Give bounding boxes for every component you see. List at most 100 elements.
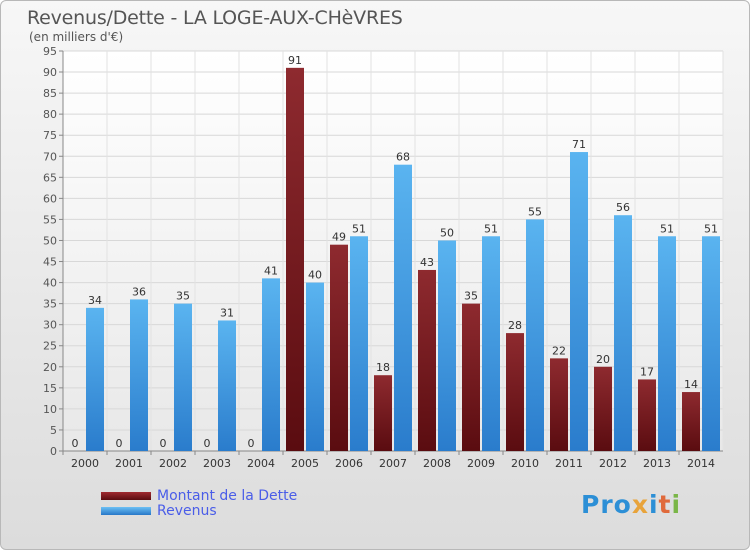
bar-debt-label: 22 [552,344,566,357]
bar-debt [506,333,524,451]
y-tick-label: 5 [50,424,57,437]
y-tick-label: 55 [43,213,57,226]
bar-debt-label: 0 [204,437,211,450]
bar-revenue [394,164,412,451]
x-tick-label: 2006 [335,457,363,470]
legend-item-revenue: Revenus [101,502,297,519]
bar-revenue-label: 35 [176,290,190,303]
bar-debt [682,392,700,451]
bar-revenue [702,236,720,451]
bar-debt-label: 20 [596,353,610,366]
y-tick-label: 35 [43,298,57,311]
bar-revenue [658,236,676,451]
bar-revenue-label: 68 [396,151,410,164]
y-tick-label: 75 [43,129,57,142]
y-tick-label: 20 [43,361,57,374]
bar-revenue-label: 36 [132,285,146,298]
legend-label-revenue: Revenus [157,502,217,519]
y-tick-label: 10 [43,403,57,416]
x-tick-label: 2000 [71,457,99,470]
plot-area [63,51,723,451]
bar-debt [286,67,304,451]
x-tick-label: 2013 [643,457,671,470]
bar-revenue [570,152,588,452]
x-tick-label: 2010 [511,457,539,470]
bar-debt-label: 35 [464,290,478,303]
bar-revenue-label: 55 [528,205,542,218]
bar-revenue [526,219,544,451]
bar-debt [330,244,348,451]
bar-revenue [130,299,148,451]
bar-revenue-label: 51 [660,222,674,235]
bar-revenue [350,236,368,451]
bar-debt [550,358,568,451]
y-tick-label: 50 [43,234,57,247]
bar-debt-label: 91 [288,54,302,67]
bar-debt-label: 17 [640,365,654,378]
bar-revenue-label: 51 [352,222,366,235]
chart-title: Revenus/Dette - LA LOGE-AUX-CHèVRES [27,7,403,29]
bar-debt-label: 18 [376,361,390,374]
bar-debt [418,269,436,451]
y-tick-label: 40 [43,277,57,290]
x-tick-label: 2011 [555,457,583,470]
bar-debt [374,375,392,451]
bar-revenue-label: 56 [616,201,630,214]
legend-swatch-revenue [101,506,151,515]
y-tick-label: 85 [43,87,57,100]
bar-revenue-label: 51 [704,222,718,235]
y-tick-label: 80 [43,108,57,121]
x-tick-label: 2002 [159,457,187,470]
chart-subtitle: (en milliers d'€) [29,30,124,44]
bar-revenue [614,215,632,451]
bar-debt-label: 28 [508,319,522,332]
y-tick-label: 15 [43,382,57,395]
bar-revenue-label: 31 [220,306,234,319]
y-tick-label: 60 [43,192,57,205]
y-tick-label: 45 [43,256,57,269]
y-tick-label: 70 [43,150,57,163]
x-tick-label: 2009 [467,457,495,470]
bar-revenue [174,303,192,451]
y-tick-label: 95 [43,45,57,58]
x-tick-label: 2004 [247,457,275,470]
legend: Montant de la Dette Revenus [101,487,298,519]
bar-revenue-label: 51 [484,222,498,235]
bar-revenue [218,320,236,451]
bar-debt [638,379,656,451]
bar-debt-label: 14 [684,378,698,391]
bar-debt-label: 0 [116,437,123,450]
bar-revenue [438,240,456,451]
legend-label-debt: Montant de la Dette [157,487,298,504]
bar-revenue-label: 34 [88,294,102,307]
y-tick-label: 65 [43,171,57,184]
y-tick-label: 90 [43,66,57,79]
bar-revenue [482,236,500,451]
bar-revenue-label: 71 [572,138,586,151]
bar-revenue-label: 41 [264,264,278,277]
x-tick-label: 2012 [599,457,627,470]
bar-debt-label: 0 [248,437,255,450]
bar-debt-label: 49 [332,231,346,244]
legend-item-debt: Montant de la Dette [101,487,298,504]
x-tick-label: 2001 [115,457,143,470]
bar-revenue-label: 40 [308,269,322,282]
y-tick-label: 0 [50,445,57,458]
bar-revenue [306,282,324,451]
legend-swatch-debt [101,491,151,500]
bar-revenue-label: 50 [440,226,454,239]
x-tick-label: 2003 [203,457,231,470]
bar-revenue [262,278,280,451]
bar-debt-label: 43 [420,256,434,269]
x-tick-label: 2007 [379,457,407,470]
x-tick-label: 2005 [291,457,319,470]
y-tick-label: 30 [43,319,57,332]
bar-debt [462,303,480,451]
x-tick-label: 2008 [423,457,451,470]
proxiti-logo: Proxiti [581,490,682,519]
bar-debt-label: 0 [160,437,167,450]
bar-debt [594,366,612,451]
bar-revenue [86,307,104,451]
